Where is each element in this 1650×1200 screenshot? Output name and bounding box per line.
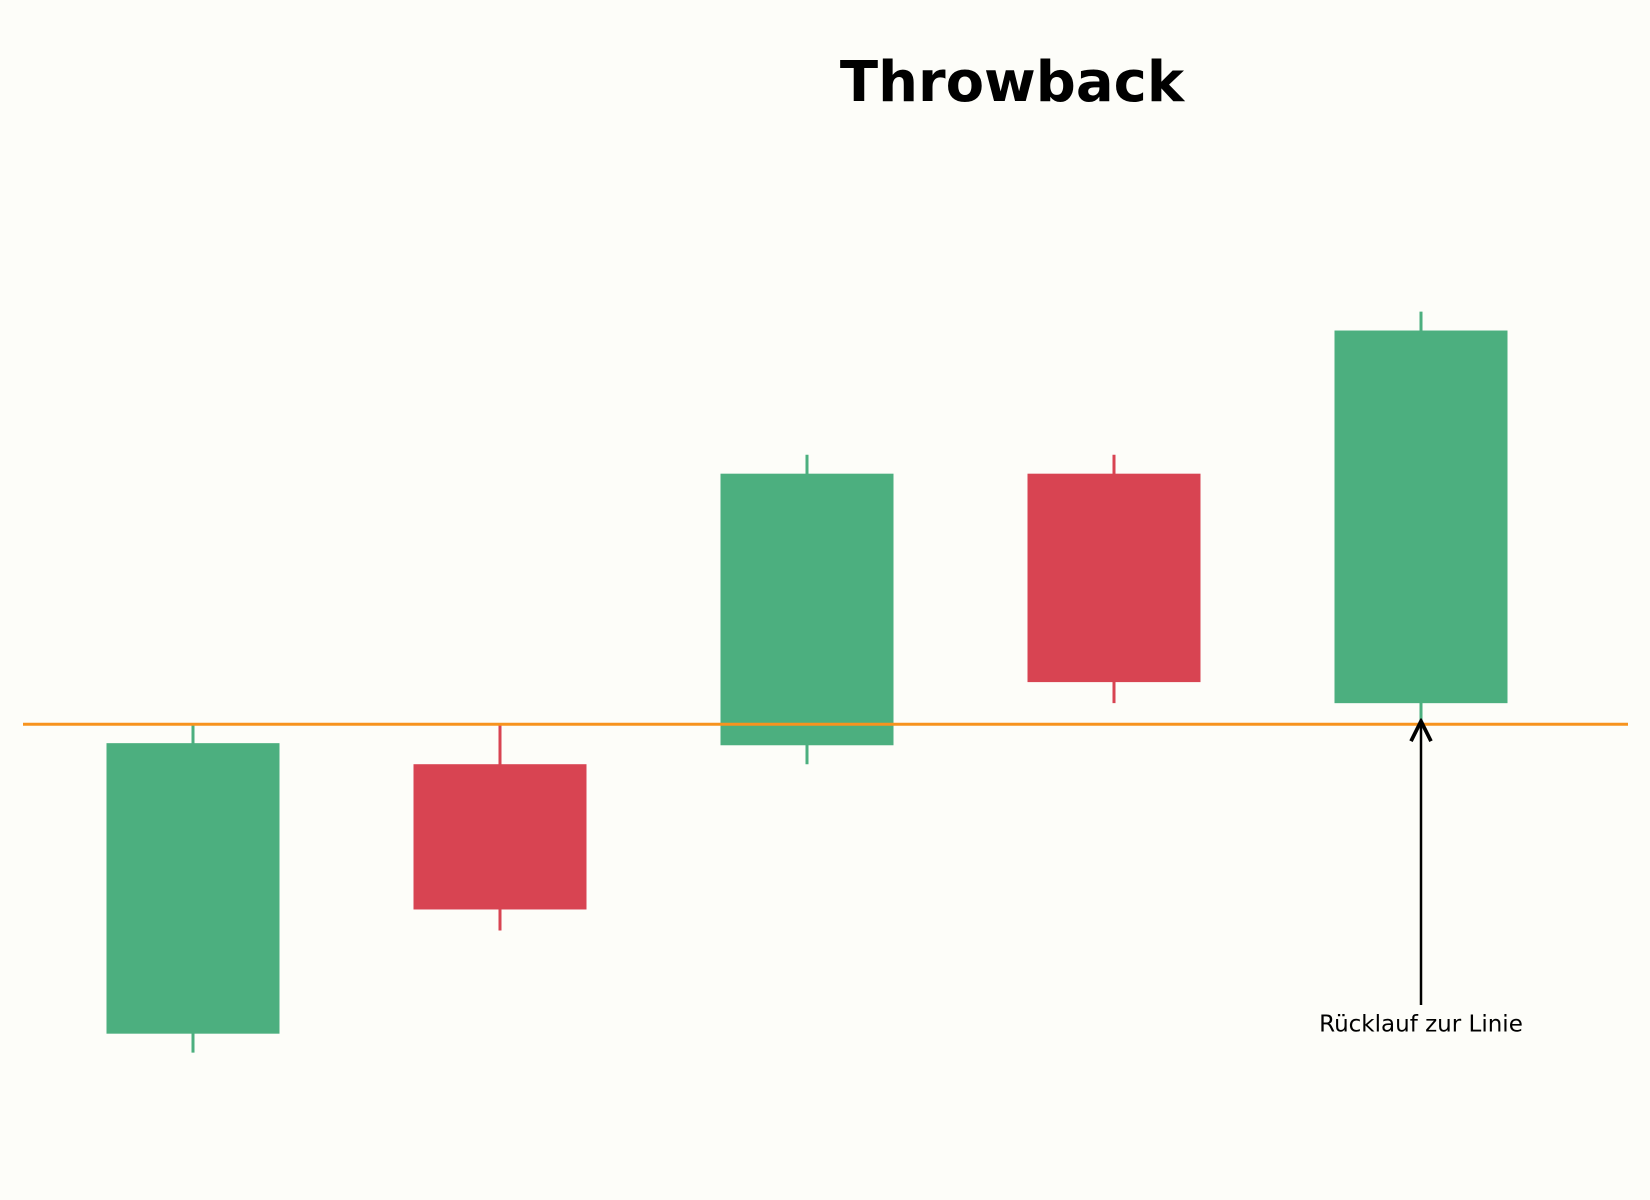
candle-body <box>1027 473 1201 683</box>
chart-title: Throwback <box>840 50 1186 115</box>
annotation-text: Rücklauf zur Linie <box>1319 1012 1523 1038</box>
candle-body <box>106 743 280 1034</box>
candle-body <box>413 764 587 910</box>
candle-body <box>1334 330 1508 704</box>
candle-body <box>720 473 894 746</box>
